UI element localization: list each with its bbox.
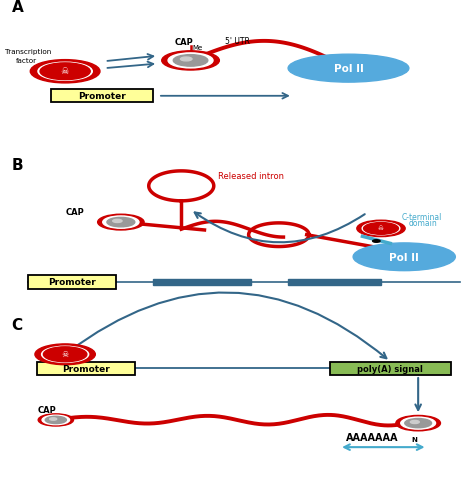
Circle shape xyxy=(107,218,135,227)
Circle shape xyxy=(364,223,398,235)
FancyBboxPatch shape xyxy=(51,90,154,103)
Circle shape xyxy=(162,52,219,71)
Text: Transcription: Transcription xyxy=(5,49,51,55)
Text: domain: domain xyxy=(409,219,438,228)
Text: Pol II: Pol II xyxy=(389,252,419,262)
Circle shape xyxy=(181,58,192,62)
Circle shape xyxy=(103,216,139,229)
Text: CAP: CAP xyxy=(65,208,84,217)
FancyBboxPatch shape xyxy=(330,362,451,376)
Circle shape xyxy=(373,240,380,243)
Text: Promoter: Promoter xyxy=(48,278,96,287)
Ellipse shape xyxy=(288,55,409,83)
Circle shape xyxy=(396,416,440,431)
Text: A: A xyxy=(12,0,23,15)
Text: Promoter: Promoter xyxy=(62,364,110,373)
Circle shape xyxy=(362,223,400,235)
FancyBboxPatch shape xyxy=(154,279,251,286)
Circle shape xyxy=(401,417,436,429)
Text: ☠: ☠ xyxy=(62,349,69,359)
Text: Me: Me xyxy=(193,45,203,51)
Text: ☠: ☠ xyxy=(61,67,69,76)
Circle shape xyxy=(98,215,144,230)
Circle shape xyxy=(42,347,89,363)
Circle shape xyxy=(173,56,208,67)
Circle shape xyxy=(410,421,419,424)
Circle shape xyxy=(45,416,66,424)
Circle shape xyxy=(405,419,431,428)
Text: Pol II: Pol II xyxy=(334,64,364,74)
Circle shape xyxy=(168,54,213,69)
Text: Released intron: Released intron xyxy=(219,172,284,181)
Text: poly(A) signal: poly(A) signal xyxy=(357,364,423,373)
FancyBboxPatch shape xyxy=(37,362,135,376)
Circle shape xyxy=(30,60,100,84)
Text: Promoter: Promoter xyxy=(78,92,126,101)
FancyBboxPatch shape xyxy=(288,279,381,286)
FancyBboxPatch shape xyxy=(28,275,116,289)
Ellipse shape xyxy=(353,243,456,271)
Text: factor: factor xyxy=(16,58,37,64)
Text: ☠: ☠ xyxy=(378,226,384,231)
Circle shape xyxy=(113,220,122,223)
Text: C-terminal: C-terminal xyxy=(402,212,442,222)
Circle shape xyxy=(38,63,92,81)
Circle shape xyxy=(44,347,87,362)
Text: C: C xyxy=(12,317,23,332)
Text: 5' UTR: 5' UTR xyxy=(226,36,250,45)
Text: AAAAAAA: AAAAAAA xyxy=(346,432,399,442)
Circle shape xyxy=(38,414,73,426)
Circle shape xyxy=(42,415,70,425)
Circle shape xyxy=(40,64,90,80)
Text: B: B xyxy=(12,157,23,172)
Text: CAP: CAP xyxy=(37,405,56,414)
Text: CAP: CAP xyxy=(174,38,193,47)
Circle shape xyxy=(35,344,95,365)
Text: N: N xyxy=(411,436,417,442)
Circle shape xyxy=(357,221,405,237)
Circle shape xyxy=(50,418,57,421)
